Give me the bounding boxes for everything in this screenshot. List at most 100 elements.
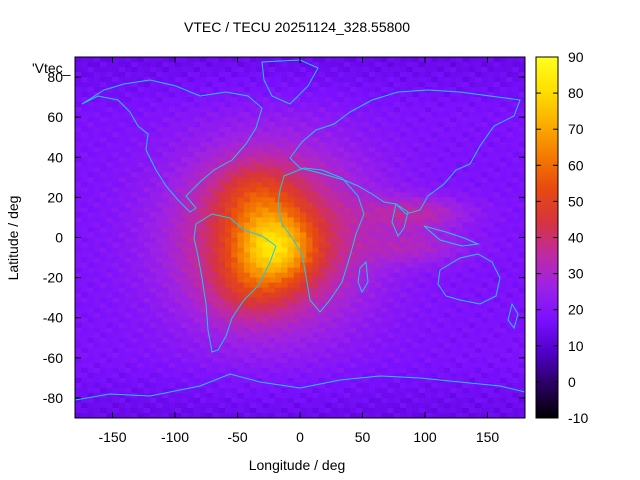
heatmap-cell [318, 117, 326, 123]
heatmap-cell [518, 302, 525, 309]
heatmap-cell [287, 182, 295, 188]
heatmap-cell [393, 317, 401, 324]
heatmap-cell [475, 197, 482, 203]
heatmap-cell [343, 57, 351, 63]
heatmap-cell [268, 262, 276, 269]
heatmap-cell [300, 332, 307, 339]
heatmap-cell [312, 312, 320, 319]
heatmap-cell [500, 307, 507, 314]
heatmap-cell [181, 347, 189, 354]
heatmap-cell [256, 142, 264, 148]
heatmap-cell [318, 132, 326, 138]
heatmap-cell [368, 327, 376, 334]
heatmap-cell [356, 332, 364, 339]
heatmap-cell [350, 357, 357, 364]
heatmap-cell [93, 202, 101, 209]
heatmap-cell [237, 207, 245, 214]
heatmap-cell [218, 82, 226, 88]
heatmap-cell [487, 177, 495, 183]
heatmap-cell [475, 252, 482, 259]
heatmap-cell [500, 292, 507, 299]
heatmap-cell [456, 222, 464, 229]
heatmap-cell [137, 92, 145, 98]
heatmap-cell [493, 77, 501, 83]
heatmap-cell [131, 167, 139, 173]
heatmap-cell [137, 282, 145, 289]
heatmap-cell [375, 102, 382, 108]
heatmap-cell [193, 162, 201, 168]
heatmap-cell [81, 232, 89, 239]
heatmap-cell [487, 272, 495, 279]
heatmap-cell [193, 287, 201, 294]
heatmap-cell [487, 97, 495, 103]
heatmap-cell [87, 202, 95, 209]
heatmap-cell [393, 192, 401, 198]
heatmap-cell [112, 112, 120, 118]
heatmap-cell [387, 77, 395, 83]
heatmap-cell [431, 272, 439, 279]
heatmap-cell [425, 287, 432, 294]
heatmap-cell [456, 252, 464, 259]
heatmap-cell [150, 167, 157, 173]
heatmap-cell [487, 57, 495, 63]
heatmap-cell [512, 372, 520, 379]
heatmap-cell [500, 272, 507, 279]
heatmap-cell [406, 282, 414, 289]
heatmap-cell [487, 277, 495, 284]
heatmap-cell [281, 277, 289, 284]
heatmap-cell [381, 212, 389, 219]
heatmap-cell [281, 182, 289, 188]
heatmap-cell [93, 302, 101, 309]
heatmap-cell [143, 237, 151, 244]
heatmap-cell [143, 402, 151, 409]
heatmap-cell [262, 192, 270, 198]
heatmap-cell [75, 247, 82, 254]
heatmap-cell [312, 302, 320, 309]
heatmap-cell [343, 177, 351, 183]
heatmap-cell [125, 157, 132, 163]
heatmap-cell [362, 332, 370, 339]
heatmap-cell [356, 142, 364, 148]
heatmap-cell [375, 112, 382, 118]
heatmap-cell [225, 102, 232, 108]
heatmap-cell [518, 232, 525, 239]
heatmap-cell [250, 132, 257, 138]
heatmap-cell [481, 192, 489, 198]
heatmap-cell [125, 302, 132, 309]
heatmap-cell [162, 272, 170, 279]
heatmap-cell [200, 92, 207, 98]
heatmap-cell [112, 227, 120, 234]
heatmap-cell [162, 367, 170, 374]
heatmap-cell [387, 257, 395, 264]
heatmap-cell [168, 232, 176, 239]
heatmap-cell [487, 147, 495, 153]
heatmap-cell [218, 242, 226, 249]
heatmap-cell [87, 372, 95, 379]
heatmap-cell [118, 222, 126, 229]
heatmap-cell [256, 167, 264, 173]
heatmap-cell [350, 102, 357, 108]
heatmap-cell [181, 277, 189, 284]
heatmap-cell [93, 227, 101, 234]
heatmap-cell [468, 237, 476, 244]
heatmap-cell [475, 287, 482, 294]
heatmap-cell [106, 157, 114, 163]
heatmap-cell [268, 227, 276, 234]
heatmap-cell [106, 162, 114, 168]
heatmap-cell [93, 232, 101, 239]
heatmap-cell [281, 392, 289, 399]
heatmap-cell [387, 177, 395, 183]
heatmap-cell [175, 212, 182, 219]
heatmap-cell [512, 387, 520, 394]
heatmap-cell [418, 287, 426, 294]
heatmap-cell [518, 267, 525, 274]
heatmap-cell [75, 307, 82, 314]
heatmap-cell [106, 357, 114, 364]
heatmap-cell [218, 332, 226, 339]
heatmap-cell [393, 282, 401, 289]
heatmap-cell [112, 137, 120, 143]
heatmap-cell [125, 122, 132, 128]
heatmap-cell [481, 397, 489, 404]
heatmap-cell [356, 322, 364, 329]
heatmap-cell [393, 397, 401, 404]
